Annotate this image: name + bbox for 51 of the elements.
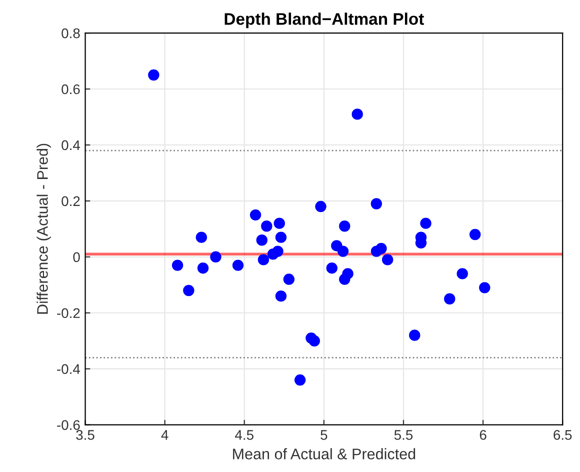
point: [382, 254, 394, 266]
point: [172, 260, 184, 271]
point: [342, 268, 354, 280]
point: [315, 200, 326, 212]
point: [456, 268, 468, 280]
y-tick-label: -0.4: [57, 364, 80, 374]
point: [352, 108, 363, 120]
point: [272, 246, 284, 257]
point: [196, 232, 208, 243]
point: [337, 246, 349, 257]
point: [183, 284, 194, 296]
point: [256, 234, 268, 246]
point: [420, 218, 432, 229]
x-tick-label: 5: [320, 430, 328, 440]
y-tick-label: 0: [73, 252, 80, 262]
chart-title: Depth Bland−Altman Plot: [224, 12, 424, 28]
point: [283, 274, 295, 285]
point: [197, 262, 209, 274]
point: [294, 374, 306, 386]
point: [210, 251, 222, 263]
x-tick-label: 4: [161, 430, 168, 440]
point: [370, 198, 382, 210]
x-axis-title: Mean of Actual & Predicted: [233, 448, 416, 460]
point: [479, 282, 490, 294]
point: [469, 228, 481, 240]
y-axis-title: Difference (Actual - Pred): [36, 144, 51, 314]
point: [308, 335, 320, 346]
y-tick-label: -0.6: [57, 420, 80, 430]
point: [250, 209, 262, 221]
y-tick-label: 0.4: [62, 140, 80, 150]
y-tick-label: 0.8: [62, 28, 80, 38]
x-tick-label: 6.5: [554, 430, 572, 440]
point: [376, 242, 387, 254]
point: [444, 293, 456, 304]
point: [261, 220, 272, 232]
y-tick-label: 0.6: [62, 84, 80, 94]
x-tick-label: 4.5: [235, 430, 254, 440]
point: [275, 232, 287, 243]
point: [274, 218, 285, 229]
point: [275, 290, 287, 302]
point: [326, 262, 338, 274]
point: [258, 254, 270, 266]
point: [148, 69, 160, 81]
x-tick-label: 3.5: [76, 430, 94, 440]
point: [232, 260, 244, 271]
point: [339, 220, 350, 232]
x-tick-label: 6: [480, 430, 486, 440]
point: [409, 330, 420, 341]
y-tick-label: 0.2: [62, 196, 80, 206]
y-tick-label: -0.2: [57, 308, 80, 318]
x-tick-label: 5.5: [394, 430, 413, 440]
